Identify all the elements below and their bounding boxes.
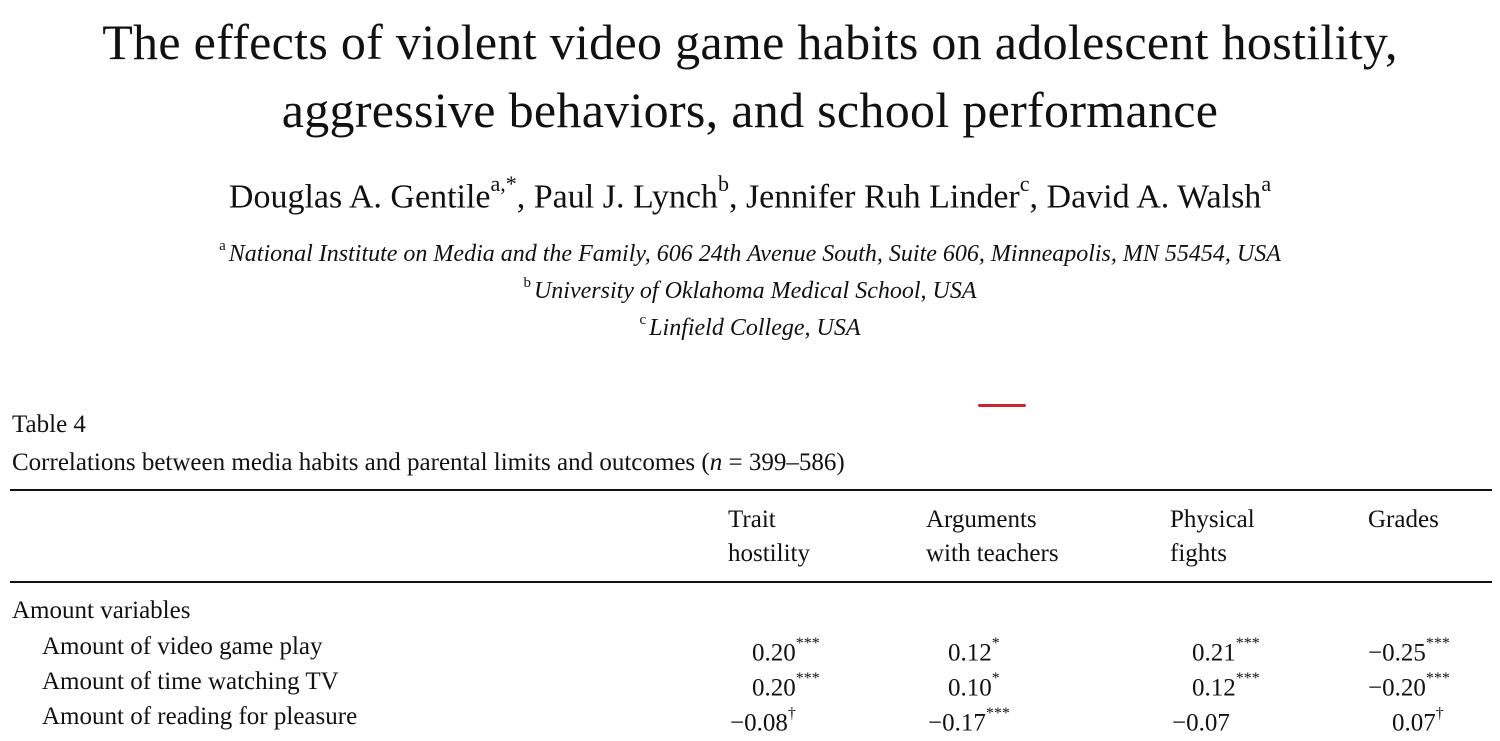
table-cell: −0.25*** — [1368, 632, 1450, 668]
column-header-grades: Grades — [1368, 503, 1439, 537]
affiliation-b: b University of Oklahoma Medical School, … — [0, 269, 1500, 307]
header-line: fights — [1170, 540, 1227, 567]
cell-value: 0.12 — [1192, 674, 1236, 702]
paper-title: The effects of violent video game habits… — [0, 8, 1500, 144]
significance-marker: *** — [1425, 670, 1450, 687]
title-line-1: The effects of violent video game habits… — [102, 14, 1398, 70]
cell-value: 0.20 — [752, 674, 796, 702]
author-affil-marker: c — [1019, 171, 1030, 196]
affiliation-text: University of Oklahoma Medical School, U… — [533, 278, 977, 304]
affiliation-text: Linfield College, USA — [649, 315, 861, 341]
affiliation-text: National Institute on Media and the Fami… — [228, 241, 1281, 267]
cell-value: 0.20 — [752, 639, 796, 667]
cell-value: 0.10 — [948, 674, 992, 702]
table-cell: 0.12* — [948, 632, 1000, 668]
author-list: Douglas A. Gentilea,*, Paul J. Lynchb, J… — [0, 166, 1500, 219]
significance-marker: * — [991, 670, 1000, 687]
author-affil-marker: b — [717, 171, 729, 196]
row-label: Amount of time watching TV — [42, 668, 339, 695]
affiliation-marker: b — [523, 275, 531, 291]
row-label: Amount of reading for pleasure — [42, 703, 358, 730]
cell-value: 0.21 — [1192, 639, 1236, 667]
table-cell: 0.20*** — [752, 632, 820, 668]
author-affil-marker: a — [1261, 171, 1272, 196]
table-cell: 0.07† — [1392, 702, 1444, 738]
section-heading: Amount variables — [12, 597, 191, 624]
significance-marker: † — [1435, 705, 1444, 722]
author-name: Jennifer Ruh Linder — [745, 178, 1020, 216]
column-header-physical-fights: Physical fights — [1170, 503, 1255, 571]
significance-marker: *** — [795, 670, 820, 687]
header-line: with teachers — [926, 540, 1059, 567]
caption-range: = 399–586) — [722, 449, 845, 476]
header-line: Arguments — [926, 506, 1037, 533]
table-cell: 0.12*** — [1192, 667, 1260, 703]
table-label: Table 4 — [12, 411, 86, 438]
table-cell: −0.20*** — [1368, 667, 1450, 703]
header-line: hostility — [728, 540, 810, 567]
header-line: Trait — [728, 506, 776, 533]
table-cell: 0.20*** — [752, 667, 820, 703]
table-cell: −0.17*** — [928, 702, 1010, 738]
author-separator: , — [516, 178, 534, 216]
significance-marker: *** — [1235, 635, 1260, 652]
significance-marker: *** — [1235, 670, 1260, 687]
author-separator: , — [728, 178, 746, 216]
author-name: Douglas A. Gentile — [228, 178, 491, 216]
header-line: Grades — [1368, 506, 1439, 533]
cell-value: −0.07 — [1172, 709, 1230, 737]
affiliation-c: c Linfield College, USA — [0, 306, 1500, 344]
title-line-2: aggressive behaviors, and school perform… — [281, 82, 1219, 138]
author-separator: , — [1029, 178, 1047, 216]
affiliation-a: a National Institute on Media and the Fam… — [0, 232, 1500, 270]
significance-marker: *** — [985, 705, 1010, 722]
cell-value: −0.08 — [730, 709, 788, 737]
table-cell: −0.07 — [1172, 702, 1230, 738]
caption-variable: n — [709, 449, 723, 476]
cell-value: −0.25 — [1368, 639, 1426, 667]
significance-marker: † — [787, 705, 796, 722]
affiliation-marker: c — [639, 312, 647, 328]
significance-marker: *** — [1425, 635, 1450, 652]
author-affil-marker: a,* — [490, 171, 517, 196]
table-caption: Correlations between media habits and pa… — [12, 448, 845, 478]
row-label: Amount of video game play — [42, 633, 323, 660]
cell-value: 0.07 — [1392, 709, 1436, 737]
table-cell: 0.21*** — [1192, 632, 1260, 668]
significance-marker: *** — [795, 635, 820, 652]
caption-text: Correlations between media habits and pa… — [12, 449, 710, 476]
table-cell: −0.08† — [730, 702, 796, 738]
column-header-arguments: Arguments with teachers — [926, 503, 1059, 571]
significance-marker: * — [991, 635, 1000, 652]
red-annotation-mark — [978, 404, 1026, 407]
affiliation-marker: a — [219, 238, 226, 254]
table-header-rule — [10, 581, 1492, 583]
table-cell: 0.10* — [948, 667, 1000, 703]
author-name: David A. Walsh — [1046, 178, 1262, 216]
column-header-trait-hostility: Trait hostility — [728, 503, 810, 571]
header-line: Physical — [1170, 506, 1255, 533]
author-name: Paul J. Lynch — [533, 178, 718, 216]
cell-value: −0.20 — [1368, 674, 1426, 702]
table-top-rule — [10, 489, 1492, 491]
cell-value: −0.17 — [928, 709, 986, 737]
cell-value: 0.12 — [948, 639, 992, 667]
